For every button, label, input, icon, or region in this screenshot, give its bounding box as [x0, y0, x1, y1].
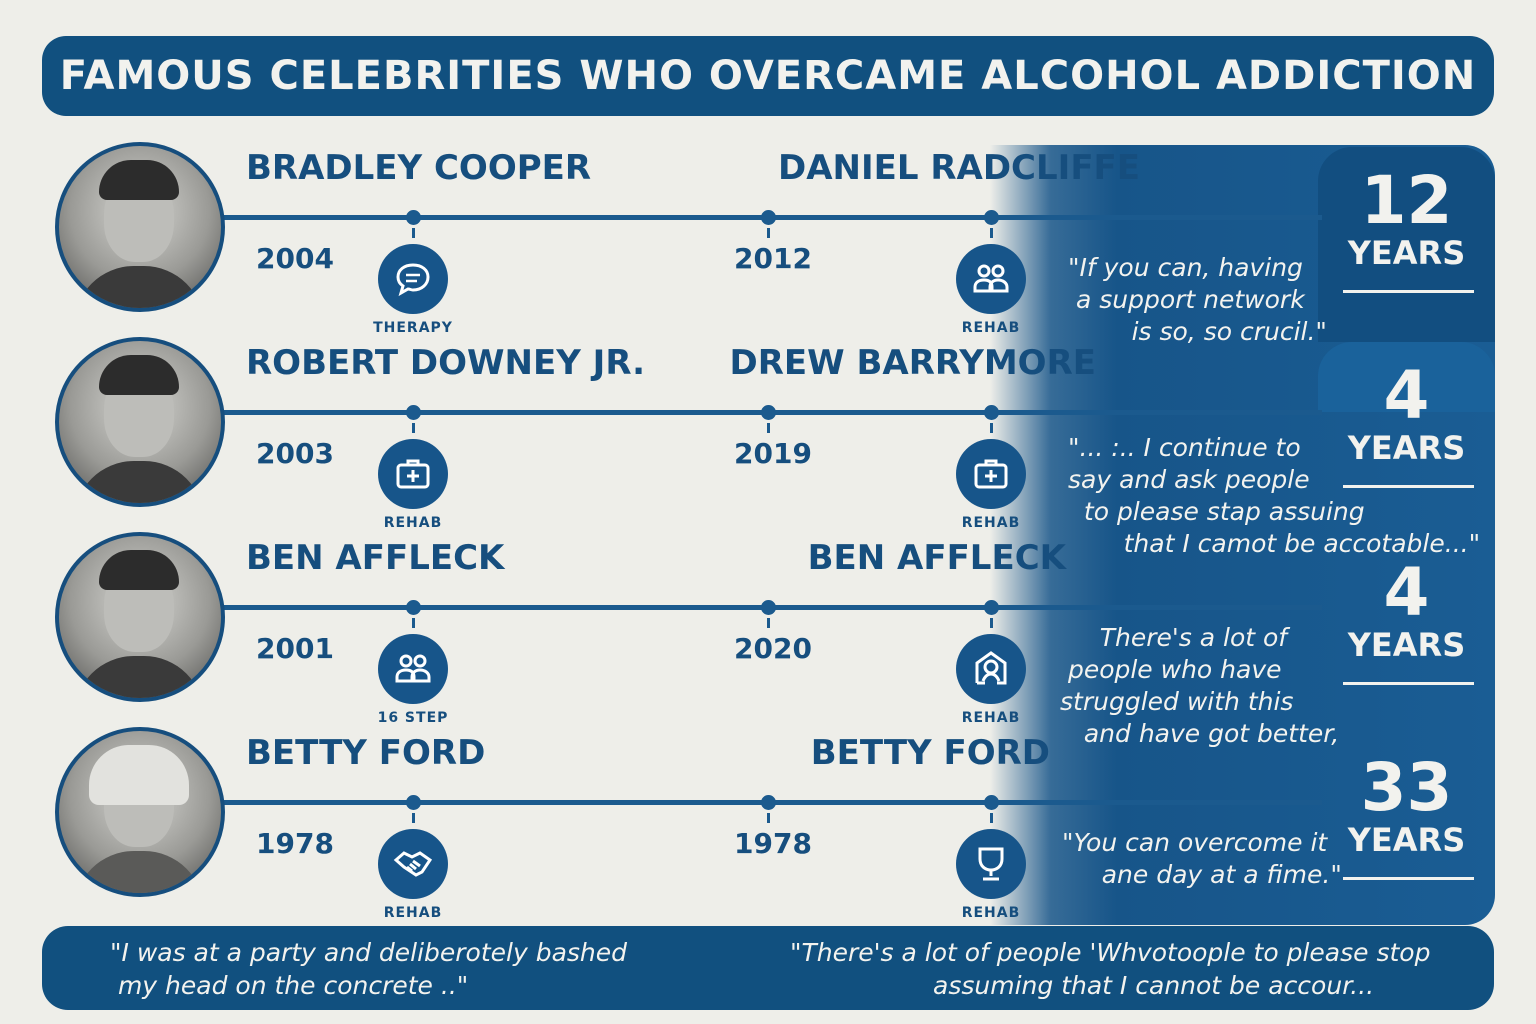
year-label: 2001: [256, 632, 334, 665]
handshake-icon: [378, 829, 448, 899]
celebrity-name: BETTY FORD: [810, 733, 1050, 773]
sober-years-number: 4: [1383, 357, 1430, 434]
medical-kit-icon: [956, 439, 1026, 509]
sober-years-unit: YEARS: [1347, 821, 1466, 859]
sober-years-number: 4: [1383, 554, 1430, 631]
year-label: 2019: [734, 437, 812, 470]
celebrity-name: DANIEL RADCLIFFE: [777, 148, 1140, 188]
timeline-tick: [412, 618, 415, 628]
divider: [1343, 485, 1474, 488]
method-label: REHAB: [961, 710, 1021, 726]
divider: [1343, 682, 1474, 685]
celebrity-photo: [55, 727, 225, 897]
sober-years-unit: YEARS: [1347, 234, 1466, 272]
timeline-row: BEN AFFLECK BEN AFFLECK 2001 2020 16 STE…: [0, 530, 1536, 748]
celebrity-name: BEN AFFLECK: [246, 538, 505, 578]
divider: [1343, 290, 1474, 293]
timeline-dot: [984, 795, 999, 810]
timeline-tick: [767, 813, 770, 823]
year-label: 2012: [734, 242, 812, 275]
chat-bubble-icon: [378, 244, 448, 314]
celebrity-name: ROBERT DOWNEY JR.: [246, 343, 646, 383]
celebrity-name: BETTY FORD: [246, 733, 486, 773]
method-label: REHAB: [961, 515, 1021, 531]
page-title: FAMOUS CELEBRITIES WHO OVERCAME ALCOHOL …: [59, 53, 1477, 99]
year-label: 1978: [734, 827, 812, 860]
method-label: 16 STEP: [377, 710, 449, 726]
sobriety-badge: [1318, 342, 1495, 412]
sober-years-unit: YEARS: [1347, 429, 1466, 467]
timeline-tick: [767, 618, 770, 628]
footer-quote-right: "There's a lot of people 'Whvotoople to …: [790, 938, 1431, 1000]
timeline-tick: [767, 228, 770, 238]
sober-years-number: 12: [1360, 162, 1453, 239]
method-label: REHAB: [961, 905, 1021, 921]
timeline-row: ROBERT DOWNEY JR. DREW BARRYMORE 2003 20…: [0, 335, 1536, 558]
timeline-dot: [406, 795, 421, 810]
method-label: REHAB: [383, 905, 443, 921]
year-label: 2004: [256, 242, 334, 275]
year-label: 2003: [256, 437, 334, 470]
timeline-tick: [990, 813, 993, 823]
timeline-tick: [412, 813, 415, 823]
timeline-dot: [406, 600, 421, 615]
celebrity-photo: [55, 142, 225, 312]
timeline-dot: [984, 405, 999, 420]
timeline-dot: [761, 795, 776, 810]
year-label: 2020: [734, 632, 812, 665]
medical-kit-icon: [378, 439, 448, 509]
group-icon: [956, 244, 1026, 314]
timeline-tick: [990, 228, 993, 238]
celebrity-photo: [55, 337, 225, 507]
goblet-icon: [956, 829, 1026, 899]
celebrity-name: BEN AFFLECK: [807, 538, 1066, 578]
title-banner: FAMOUS CELEBRITIES WHO OVERCAME ALCOHOL …: [42, 36, 1494, 116]
sober-years-unit: YEARS: [1347, 626, 1466, 664]
footer-quote-left: "I was at a party and deliberotely bashe…: [110, 938, 628, 1000]
sober-years-number: 33: [1360, 749, 1453, 826]
celebrity-name: DREW BARRYMORE: [729, 343, 1096, 383]
timeline-tick: [990, 423, 993, 433]
year-label: 1978: [256, 827, 334, 860]
celebrity-quote: There's a lot of people who have struggl…: [1060, 623, 1340, 748]
timeline-dot: [761, 600, 776, 615]
timeline-row: BRADLEY COOPER DANIEL RADCLIFFE 2004 201…: [0, 140, 1536, 346]
timeline-dot: [984, 600, 999, 615]
timeline-dot: [984, 210, 999, 225]
timeline-tick: [767, 423, 770, 433]
timeline-row: BETTY FORD BETTY FORD 1978 1978 REHAB RE…: [0, 725, 1536, 921]
footer-quotes: "I was at a party and deliberotely bashe…: [42, 926, 1494, 1010]
timeline-dot: [406, 405, 421, 420]
house-person-icon: [956, 634, 1026, 704]
timeline-dot: [406, 210, 421, 225]
celebrity-quote: "You can overcome it ane day at a fime.": [1062, 828, 1342, 889]
method-label: THERAPY: [373, 320, 453, 336]
timeline-tick: [412, 423, 415, 433]
celebrity-quote: "... :.. I continue to say and ask peopl…: [1068, 433, 1481, 558]
method-label: REHAB: [961, 320, 1021, 336]
divider: [1343, 877, 1474, 880]
timeline-dot: [761, 210, 776, 225]
celebrity-quote: "If you can, having a support network is…: [1068, 253, 1327, 346]
timeline-tick: [990, 618, 993, 628]
group-icon: [378, 634, 448, 704]
celebrity-name: BRADLEY COOPER: [246, 148, 592, 188]
sobriety-badge: [1318, 147, 1495, 342]
timeline-tick: [412, 228, 415, 238]
celebrity-photo: [55, 532, 225, 702]
method-label: REHAB: [383, 515, 443, 531]
timeline-dot: [761, 405, 776, 420]
